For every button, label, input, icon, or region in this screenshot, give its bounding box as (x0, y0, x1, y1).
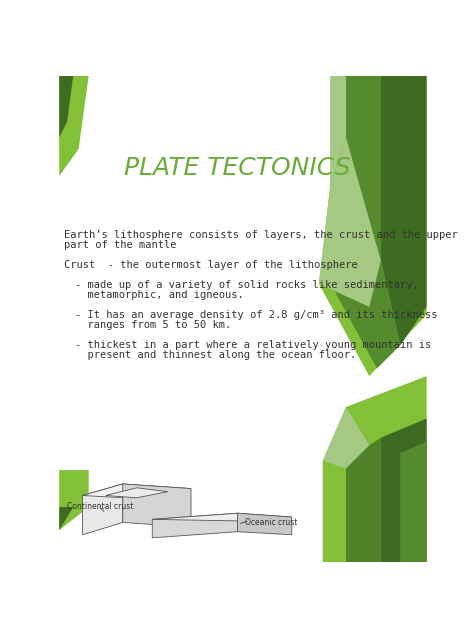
Text: - made up of a variety of solid rocks like sedimentary,: - made up of a variety of solid rocks li… (75, 280, 419, 290)
Polygon shape (381, 76, 427, 345)
Polygon shape (330, 76, 346, 184)
Polygon shape (400, 442, 427, 562)
Polygon shape (82, 484, 123, 535)
Text: PLATE TECTONICS: PLATE TECTONICS (124, 156, 351, 180)
Polygon shape (381, 418, 427, 562)
Polygon shape (59, 507, 73, 530)
Polygon shape (319, 137, 381, 307)
Text: present and thinnest along the ocean floor.: present and thinnest along the ocean flo… (75, 350, 356, 360)
Text: Crust  - the outermost layer of the lithosphere: Crust - the outermost layer of the litho… (64, 260, 358, 270)
Polygon shape (323, 376, 427, 562)
Polygon shape (106, 488, 168, 498)
Text: Continental crust: Continental crust (67, 502, 133, 511)
Text: metamorphic, and igneous.: metamorphic, and igneous. (75, 290, 244, 300)
Text: - thickest in a part where a relatively young mountain is: - thickest in a part where a relatively … (75, 340, 431, 350)
Polygon shape (59, 470, 89, 530)
Polygon shape (59, 76, 89, 176)
Polygon shape (330, 76, 400, 368)
Polygon shape (59, 76, 73, 137)
Text: part of the mantle: part of the mantle (64, 240, 176, 250)
Polygon shape (346, 438, 381, 562)
Polygon shape (237, 513, 292, 535)
Polygon shape (82, 484, 191, 499)
Polygon shape (152, 513, 292, 521)
Text: Oceanic crust: Oceanic crust (245, 518, 298, 527)
Polygon shape (319, 76, 427, 376)
Polygon shape (123, 484, 191, 527)
Polygon shape (323, 407, 369, 468)
Text: - It has an average density of 2.8 g/cm³ and its thickness: - It has an average density of 2.8 g/cm³… (75, 310, 437, 320)
Text: ranges from 5 to 50 km.: ranges from 5 to 50 km. (75, 320, 231, 330)
Text: Earth’s lithosphere consists of layers, the crust and the upper: Earth’s lithosphere consists of layers, … (64, 230, 458, 240)
Polygon shape (152, 513, 237, 538)
